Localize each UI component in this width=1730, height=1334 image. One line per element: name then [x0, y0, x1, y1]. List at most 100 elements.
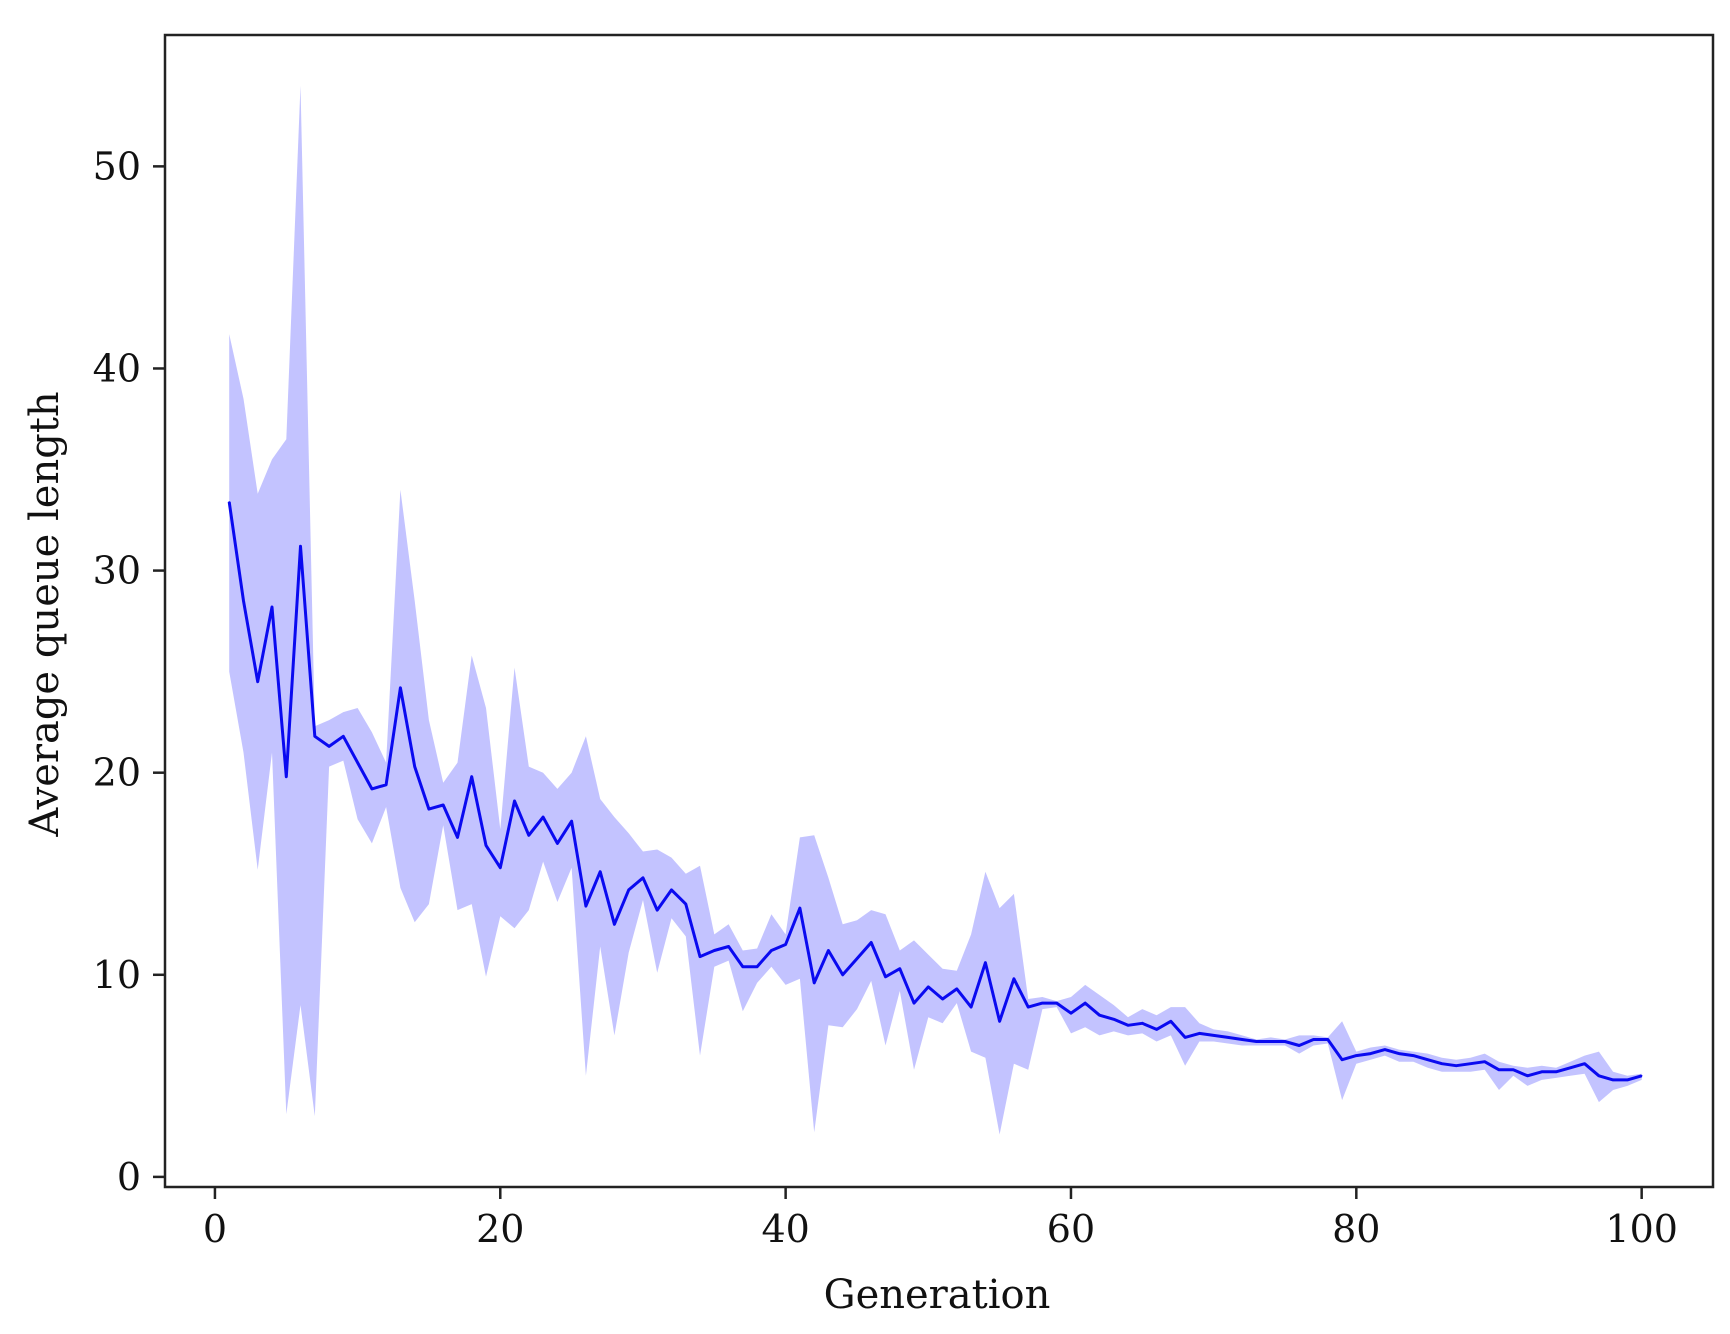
data-point — [941, 998, 944, 1000]
data-point — [585, 905, 587, 907]
data-point — [228, 501, 230, 503]
data-point — [656, 909, 658, 911]
data-point — [727, 945, 730, 948]
data-point — [328, 745, 330, 748]
data-point — [1198, 1032, 1201, 1035]
data-point — [784, 943, 787, 946]
data-point — [899, 967, 901, 970]
data-point — [1113, 1018, 1115, 1021]
data-point — [599, 870, 601, 873]
data-point — [442, 804, 445, 806]
data-point — [1055, 1002, 1058, 1004]
data-point — [756, 965, 758, 968]
data-point — [342, 735, 345, 738]
data-point — [685, 903, 687, 905]
data-point — [1626, 1079, 1629, 1081]
data-point — [299, 545, 302, 548]
data-point — [770, 949, 773, 952]
x-tick-label: 60 — [1047, 1207, 1095, 1251]
data-point — [1013, 978, 1015, 980]
x-tick-label: 20 — [476, 1207, 524, 1251]
data-point — [1027, 1006, 1029, 1008]
data-point — [542, 816, 544, 818]
data-point — [556, 842, 559, 845]
y-tick-label: 50 — [93, 144, 141, 188]
data-point — [413, 765, 416, 768]
data-point — [1341, 1058, 1343, 1061]
data-point — [1327, 1038, 1329, 1041]
data-point — [1141, 1022, 1144, 1025]
data-point — [1369, 1052, 1372, 1055]
data-point — [1555, 1071, 1557, 1073]
data-point — [285, 775, 288, 778]
data-point — [271, 606, 273, 608]
data-point — [1355, 1054, 1358, 1057]
data-point — [913, 1002, 915, 1004]
data-point — [970, 1006, 972, 1008]
data-point — [884, 976, 887, 978]
data-point — [699, 955, 701, 958]
y-tick-label: 20 — [93, 751, 141, 795]
data-point — [1512, 1069, 1515, 1071]
data-point — [399, 687, 402, 689]
x-tick-label: 40 — [761, 1207, 809, 1251]
y-axis-label: Average queue length — [22, 391, 68, 837]
data-point — [642, 877, 644, 879]
data-point — [356, 761, 359, 764]
data-point — [613, 923, 616, 926]
data-point — [1569, 1067, 1572, 1069]
data-point — [1312, 1038, 1315, 1041]
data-point — [1612, 1079, 1614, 1081]
data-point — [1212, 1034, 1215, 1037]
x-tick-label: 80 — [1332, 1207, 1380, 1251]
data-point — [1170, 1020, 1172, 1023]
data-point — [1526, 1075, 1529, 1077]
y-tick-label: 0 — [117, 1155, 141, 1199]
data-point — [1127, 1024, 1129, 1027]
data-point — [984, 961, 987, 964]
data-point — [1041, 1002, 1044, 1004]
data-point — [1398, 1052, 1400, 1055]
data-point — [1598, 1075, 1600, 1077]
data-point — [242, 600, 245, 602]
data-point — [371, 788, 373, 790]
data-point — [513, 800, 516, 802]
data-point — [1441, 1062, 1443, 1065]
data-point — [314, 735, 316, 738]
data-point — [1098, 1014, 1101, 1016]
confidence-band — [229, 85, 1642, 1135]
data-point — [1070, 1012, 1072, 1014]
data-point — [927, 986, 930, 988]
series-line — [227, 501, 1643, 1082]
y-tick-label: 10 — [93, 953, 141, 997]
data-point — [1426, 1058, 1429, 1061]
data-point — [799, 907, 801, 909]
data-point — [570, 820, 573, 822]
data-point — [428, 808, 430, 810]
data-point — [1184, 1036, 1186, 1039]
data-point — [1483, 1060, 1486, 1063]
data-point — [485, 844, 487, 847]
data-point — [1227, 1036, 1229, 1039]
data-point — [1469, 1062, 1472, 1065]
data-point — [1241, 1038, 1243, 1041]
x-axis-label: Generation — [824, 1272, 1051, 1318]
data-point — [1541, 1071, 1543, 1073]
data-point — [1498, 1069, 1500, 1071]
data-point — [856, 957, 858, 960]
data-point — [870, 941, 872, 944]
data-point — [1298, 1044, 1300, 1047]
data-point — [627, 889, 630, 891]
data-point — [1412, 1054, 1415, 1057]
data-point — [1255, 1040, 1258, 1043]
data-point — [1269, 1040, 1272, 1043]
data-point — [456, 836, 459, 839]
data-point — [827, 949, 830, 952]
data-point — [1640, 1075, 1643, 1077]
data-point — [1384, 1048, 1386, 1051]
data-point — [841, 974, 844, 976]
x-tick-label: 100 — [1605, 1207, 1678, 1251]
data-point — [256, 680, 259, 683]
